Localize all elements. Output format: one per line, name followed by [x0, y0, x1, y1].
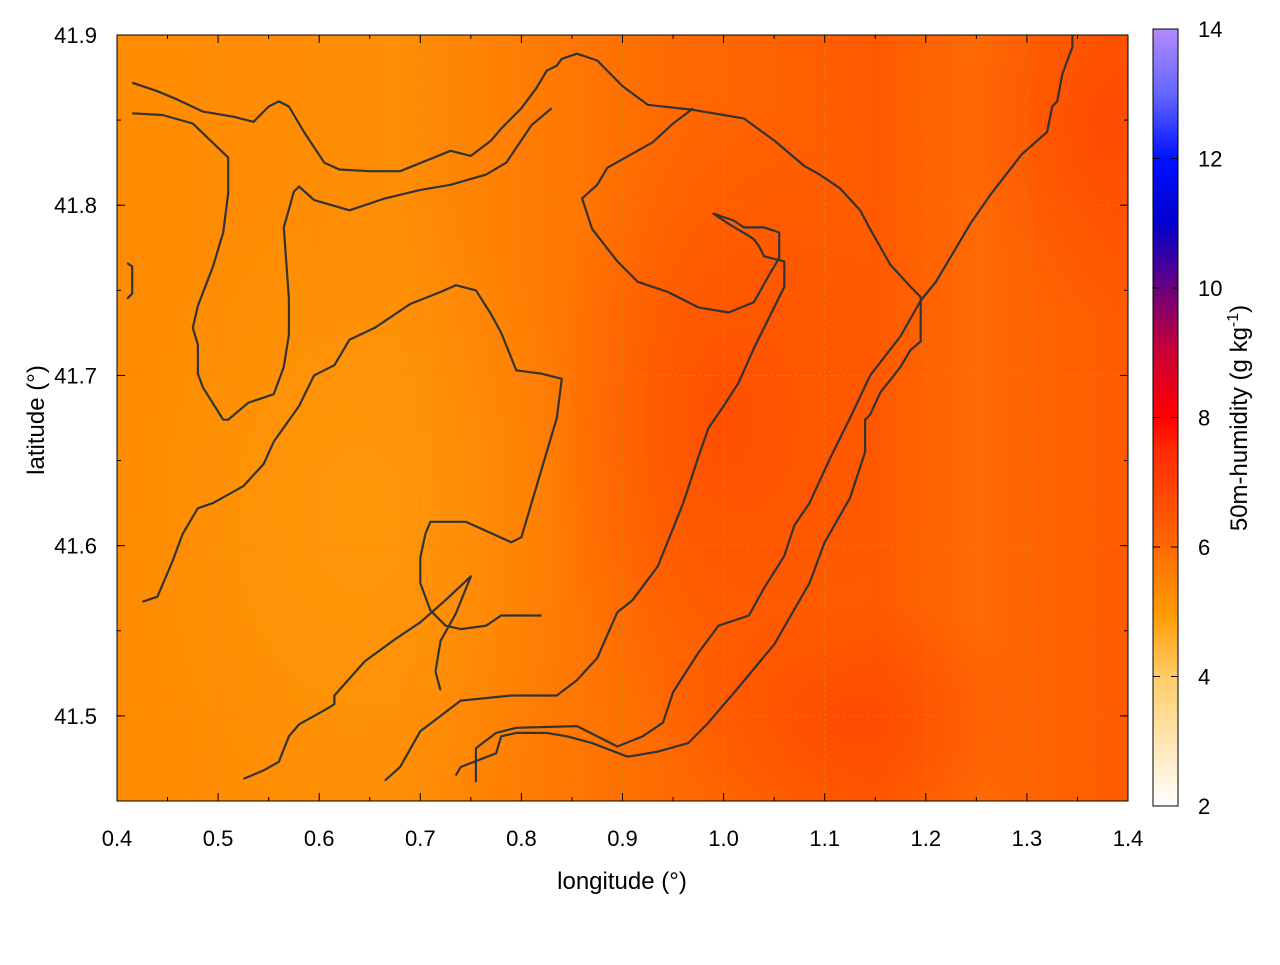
- y-tick-label: 41.7: [54, 363, 97, 388]
- contour-line: [141, 284, 563, 631]
- colorbar-label-end: ): [1226, 305, 1253, 313]
- colorbar-tick-label: 2: [1198, 794, 1210, 819]
- x-axis-label: longitude (°): [557, 868, 687, 895]
- x-tick-label: 1.2: [911, 826, 942, 851]
- x-tick-label: 0.6: [304, 826, 335, 851]
- colorbar-ticks: 2 4 6 8 10 12 14: [1153, 17, 1222, 819]
- y-axis: 41.5 41.6 41.7 41.8 41.9: [54, 23, 1128, 729]
- y-axis-label: latitude (°): [23, 365, 50, 475]
- contour-lines: [126, 35, 1074, 783]
- x-tick-label: 0.5: [203, 826, 234, 851]
- y-tick-label: 41.8: [54, 193, 97, 218]
- field-hot-region-topright: [960, 35, 1128, 320]
- x-tick-label: 0.8: [506, 826, 537, 851]
- colorbar-tick-label: 8: [1198, 406, 1210, 431]
- field-hot-region-center: [550, 90, 890, 750]
- contour-line: [384, 107, 786, 782]
- x-tick-label: 1.3: [1012, 826, 1043, 851]
- x-tick-label: 1.1: [809, 826, 840, 851]
- colorbar-tick-label: 12: [1198, 147, 1222, 172]
- y-tick-label: 41.5: [54, 704, 97, 729]
- colorbar-tick-label: 4: [1198, 665, 1210, 690]
- contour-line: [132, 107, 553, 421]
- colorbar-label-superscript: -1: [1225, 313, 1242, 327]
- y-tick-label: 41.6: [54, 534, 97, 559]
- x-tick-label: 1.4: [1113, 826, 1144, 851]
- x-tick-label: 1.0: [708, 826, 739, 851]
- field-hot-region-bottom: [650, 600, 1050, 801]
- humidity-field: [117, 35, 1128, 801]
- contour-line: [131, 52, 922, 777]
- contour-line: [242, 575, 472, 780]
- colorbar-tick-label: 14: [1198, 17, 1222, 42]
- y-tick-label: 41.9: [54, 23, 97, 48]
- grid-lines: [117, 35, 1128, 801]
- field-cool-region: [130, 180, 590, 801]
- x-tick-label: 0.7: [405, 826, 436, 851]
- contour-line: [126, 262, 134, 300]
- x-tick-label: 0.4: [102, 826, 133, 851]
- x-axis: 0.4 0.5 0.6 0.7 0.8 0.9 1.0 1.1 1.2 1.3 1.4: [102, 35, 1144, 851]
- colorbar-label-main: 50m-humidity (g kg: [1226, 327, 1253, 531]
- colorbar-tick-label: 6: [1198, 535, 1210, 560]
- colorbar-label: 50m-humidity (g kg-1): [1225, 305, 1253, 531]
- contour-line: [474, 35, 1074, 783]
- colorbar: 2 4 6 8 10 12 14 50m-humidity (g kg-1): [1152, 17, 1253, 819]
- colorbar-tick-label: 10: [1198, 276, 1222, 301]
- x-tick-label: 0.9: [607, 826, 638, 851]
